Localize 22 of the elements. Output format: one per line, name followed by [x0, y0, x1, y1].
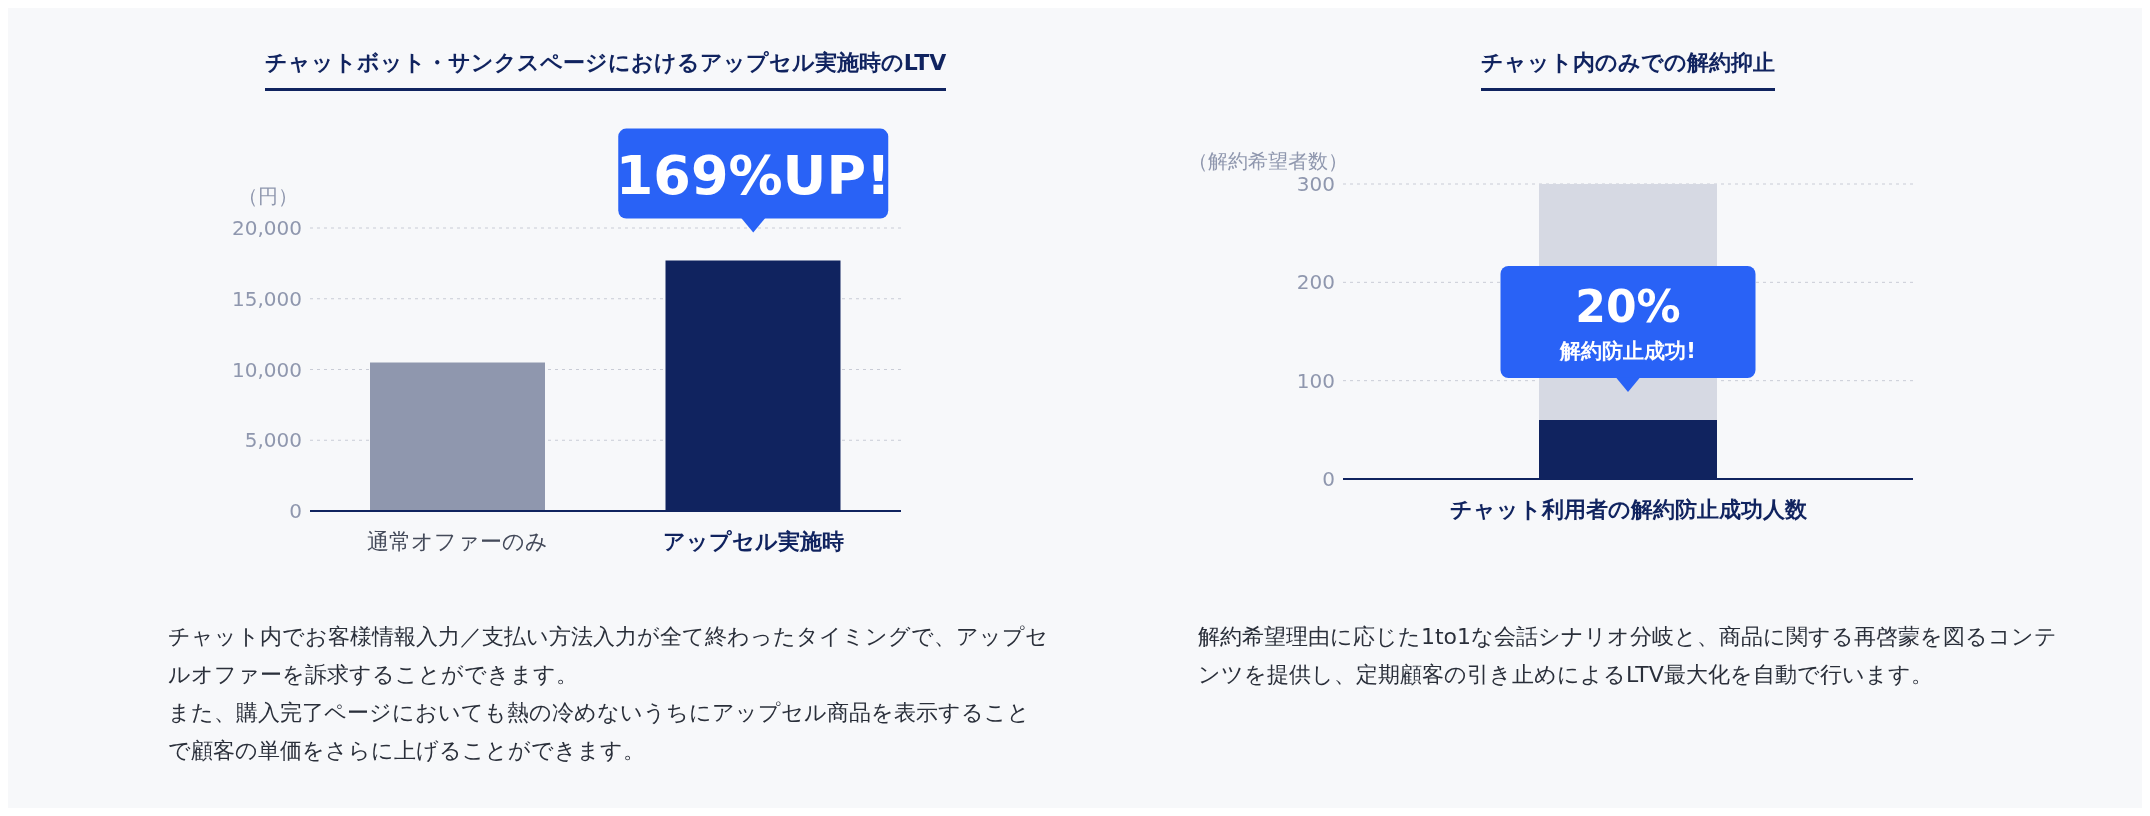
text: チャット内でお客様情報入力／支払い方法入力が全て終わったタイミングで、アップセルオファーを訴求することができます。	[168, 623, 1048, 689]
y-tick-label: 5,000	[244, 428, 302, 453]
chart-title: チャットボット・サンクスページにおけるアップセル実施時のLTV	[264, 48, 947, 91]
text: また、購入完了ページにおいても熱の冷めないうちにアップセル商品を表示することで顧客の単価をさらに上げることができます。	[168, 699, 1031, 765]
y-axis-title: （解約希望者数）	[1188, 148, 1348, 175]
x-tick-label: アップセル実施時	[662, 529, 844, 554]
y-tick-label: 20,000	[232, 216, 302, 241]
y-tick-label: 200	[1296, 270, 1335, 295]
y-axis-title: （円）	[237, 183, 298, 210]
y-tick-label: 10,000	[232, 357, 302, 382]
annotation: 20%	[1575, 281, 1681, 332]
chart-title: チャット内のみでの解約抑止	[1481, 48, 1775, 91]
x-tick-label: チャット利用者の解約防止成功人数	[1449, 497, 1808, 522]
x-tick-label: 通常オファーのみ	[367, 529, 549, 554]
annotation: 169%UP!	[615, 143, 891, 207]
y-tick-label: 300	[1296, 172, 1335, 197]
text: 解約希望理由に応じた1to1な会話シナリオ分岐と、商品に関する再啓蒙を図るコンテンツを提供し、定期顧客の引き止めによるLTV最大化を自動で行います。	[1198, 623, 2059, 689]
y-tick-label: 0	[289, 499, 302, 524]
y-tick-label: 15,000	[232, 286, 302, 311]
annotation: 解約防止成功!	[1559, 339, 1696, 363]
y-tick-label: 0	[1322, 467, 1335, 492]
y-tick-label: 100	[1296, 368, 1335, 393]
